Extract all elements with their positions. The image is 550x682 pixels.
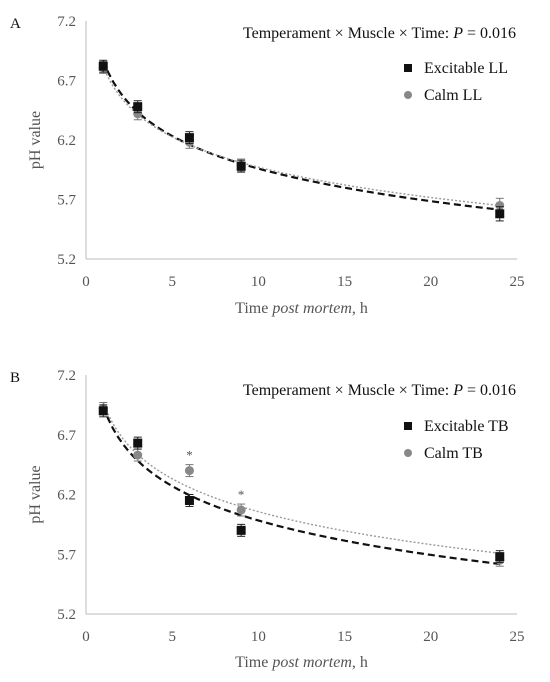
annotation-prefix: Temperament × Muscle × Time: [243, 382, 453, 399]
y-axis-title: pH value [27, 111, 44, 169]
x-axis-title-prefix: Time [235, 654, 272, 671]
panel-label: B [10, 370, 20, 386]
legend-marker-calm [404, 91, 412, 99]
annotation-suffix: = 0.016 [463, 25, 516, 42]
x-tick-label: 25 [510, 629, 525, 645]
legend-marker-excitable [404, 422, 412, 430]
legend-label-calm: Calm LL [424, 87, 482, 104]
legend: Excitable TB Calm TB [404, 418, 509, 462]
y-tick-label: 6.7 [57, 428, 76, 444]
x-axis-title: Time post mortem, h [235, 300, 368, 317]
legend-label-excitable: Excitable TB [424, 418, 509, 435]
legend-marker-calm [404, 449, 412, 457]
trend-line-excitable [102, 405, 500, 566]
data-point-excitable [495, 552, 505, 562]
chart-panel-b: B 5.2 5.7 6.2 6.7 7.2 0 5 10 15 20 25 pH value Time p… [10, 368, 525, 671]
data-point-calm [184, 466, 194, 476]
x-axis-title: Time post mortem, h [235, 654, 368, 671]
annotation-p-symbol: P [452, 382, 463, 399]
x-axis-title-italic: post mortem [271, 654, 352, 671]
x-tick-label: 15 [337, 274, 352, 290]
trend-line-calm [102, 66, 500, 207]
interaction-annotation: Temperament × Muscle × Time: P = 0.016 [243, 25, 516, 42]
annotation-suffix: = 0.016 [463, 382, 516, 399]
data-point-excitable [236, 161, 246, 171]
legend: Excitable LL Calm LL [404, 60, 508, 104]
data-point-calm [236, 505, 246, 515]
x-axis-title-suffix: , h [352, 654, 368, 671]
data-point-excitable [184, 495, 194, 505]
interaction-annotation: Temperament × Muscle × Time: P = 0.016 [243, 382, 516, 399]
chart-panel-a: A 5.2 5.7 6.2 6.7 7.2 0 5 10 15 20 25 pH value Time p… [10, 14, 525, 317]
significance-star: * [238, 487, 245, 502]
x-tick-label: 5 [168, 629, 176, 645]
x-tick-label: 0 [82, 274, 90, 290]
x-axis-title-italic: post mortem [271, 300, 352, 317]
data-point-calm [133, 450, 143, 460]
data-point-excitable [236, 525, 246, 535]
y-axis-title: pH value [27, 465, 44, 523]
significance-star: * [186, 448, 193, 463]
panel-label: A [10, 16, 21, 32]
y-tick-label: 5.2 [57, 252, 76, 268]
data-point-excitable [133, 438, 143, 448]
x-tick-label: 20 [423, 629, 438, 645]
x-tick-label: 20 [423, 274, 438, 290]
y-tick-label: 5.7 [57, 193, 76, 209]
x-tick-label: 0 [82, 629, 90, 645]
y-tick-label: 6.7 [57, 74, 76, 90]
data-point-excitable [495, 209, 505, 219]
trend-line-excitable [102, 60, 500, 211]
data-point-excitable [98, 61, 108, 71]
y-tick-label: 5.2 [57, 607, 76, 623]
annotation-p-symbol: P [452, 25, 463, 42]
y-tick-label: 6.2 [57, 133, 76, 149]
y-tick-label: 6.2 [57, 488, 76, 504]
y-tick-label: 7.2 [57, 368, 76, 384]
y-tick-label: 5.7 [57, 547, 76, 563]
legend-marker-excitable [404, 64, 412, 72]
x-tick-label: 15 [337, 629, 352, 645]
trend-line-calm [102, 402, 500, 554]
data-point-excitable [98, 406, 108, 416]
x-tick-label: 10 [251, 629, 266, 645]
y-tick-label: 7.2 [57, 14, 76, 30]
legend-label-excitable: Excitable LL [424, 60, 508, 77]
data-point-calm [133, 109, 143, 119]
annotation-prefix: Temperament × Muscle × Time: [243, 25, 453, 42]
data-point-calm [495, 200, 505, 210]
data-point-excitable [133, 102, 143, 112]
x-tick-label: 5 [168, 274, 176, 290]
x-axis-title-suffix: , h [352, 300, 368, 317]
legend-label-calm: Calm TB [424, 445, 483, 462]
x-axis-title-prefix: Time [235, 300, 272, 317]
x-tick-label: 10 [251, 274, 266, 290]
data-point-excitable [184, 133, 194, 143]
x-tick-label: 25 [510, 274, 525, 290]
